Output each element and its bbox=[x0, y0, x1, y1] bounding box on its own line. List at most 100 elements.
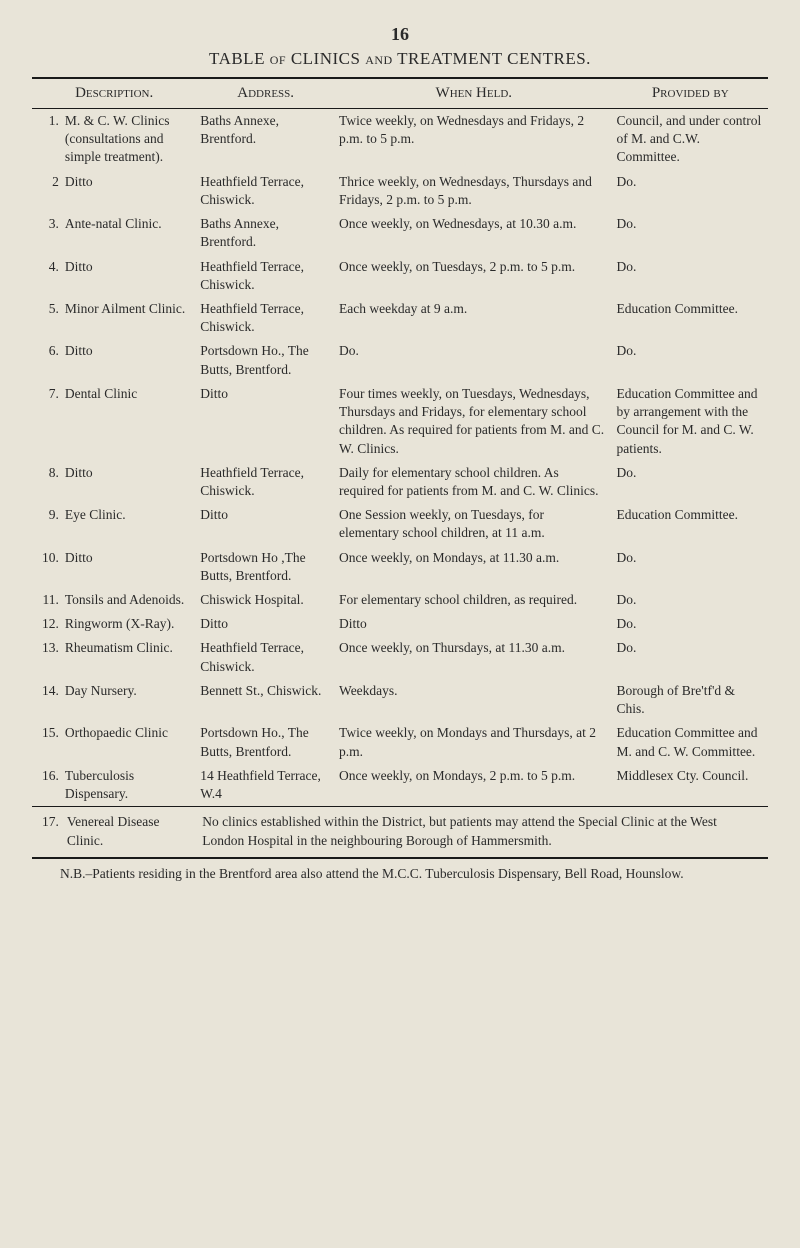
table-row: 2DittoHeathfield Terrace, Chiswick.Thric… bbox=[32, 170, 768, 212]
row-description: Eye Clinic. bbox=[61, 503, 196, 545]
row-when: Once weekly, on Wednes­days, at 10.30 a.… bbox=[335, 212, 613, 254]
col-address: Address. bbox=[196, 78, 335, 109]
table-row: 12.Ringworm (X-Ray).DittoDittoDo. bbox=[32, 612, 768, 636]
row-provided: Do. bbox=[613, 612, 768, 636]
row-address: Portsdown Ho., The Butts, Brentford. bbox=[196, 339, 335, 381]
row-description: Tuberculosis Dispensary. bbox=[61, 764, 196, 807]
row-when: Once weekly, on Mondays, 2 p.m. to 5 p.m… bbox=[335, 764, 613, 807]
row-provided: Do. bbox=[613, 255, 768, 297]
row-address: 14 Heathfield Terrace, W.4 bbox=[196, 764, 335, 807]
row-address: Baths Annexe, Brentford. bbox=[196, 212, 335, 254]
col-provided: Provided by bbox=[613, 78, 768, 109]
footer-note: N.B.–Patients residing in the Brentford … bbox=[32, 865, 768, 884]
row-address: Heathfield Terrace, Chiswick. bbox=[196, 461, 335, 503]
row-when: Daily for elementary school children. As… bbox=[335, 461, 613, 503]
row-number: 4. bbox=[32, 255, 61, 297]
row-address: Heathfield Terrace, Chiswick. bbox=[196, 636, 335, 678]
table-row: 10.DittoPortsdown Ho ,The Butts, Brentfo… bbox=[32, 546, 768, 588]
row-provided: Education Committee. bbox=[613, 503, 768, 545]
title-suffix: TREATMENT CENTRES. bbox=[393, 49, 591, 68]
table-row: 1.M. & C. W. Clinics (con­sultations and… bbox=[32, 109, 768, 170]
row-provided: Do. bbox=[613, 339, 768, 381]
row-provided: Do. bbox=[613, 546, 768, 588]
col-description: Description. bbox=[32, 78, 196, 109]
row-when: Four times weekly, on Tuesdays, Wednesda… bbox=[335, 382, 613, 461]
row-provided: Do. bbox=[613, 588, 768, 612]
row-description: M. & C. W. Clinics (con­sultations and s… bbox=[61, 109, 196, 170]
row-address: Heathfield Terrace, Chiswick. bbox=[196, 297, 335, 339]
row-number: 2 bbox=[32, 170, 61, 212]
row-when: Thrice weekly, on Wednes­days, Thursdays… bbox=[335, 170, 613, 212]
table-row: 14.Day Nursery.Bennett St., Chiswick.Wee… bbox=[32, 679, 768, 721]
row-provided: Middlesex Cty. Council. bbox=[613, 764, 768, 807]
table-row: 6.DittoPortsdown Ho., The Butts, Brentfo… bbox=[32, 339, 768, 381]
row-description: Ditto bbox=[61, 255, 196, 297]
title-mid: CLINICS bbox=[286, 49, 365, 68]
row-when: Once weekly, on Tuesdays, 2 p.m. to 5 p.… bbox=[335, 255, 613, 297]
row-when: Weekdays. bbox=[335, 679, 613, 721]
table-row: 4.DittoHeathfield Terrace, Chiswick.Once… bbox=[32, 255, 768, 297]
title-prefix: TABLE bbox=[209, 49, 270, 68]
row-number: 13. bbox=[32, 636, 61, 678]
page-number: 16 bbox=[32, 24, 768, 45]
row-when: Once weekly, on Thurs­days, at 11.30 a.m… bbox=[335, 636, 613, 678]
col-when: When Held. bbox=[335, 78, 613, 109]
row-number: 14. bbox=[32, 679, 61, 721]
header-row: Description. Address. When Held. Provide… bbox=[32, 78, 768, 109]
footnote-row: 17.Venereal Disease Clinic.No clinics es… bbox=[32, 807, 768, 858]
row-provided: Do. bbox=[613, 170, 768, 212]
table-row: 9.Eye Clinic.DittoOne Session weekly, on… bbox=[32, 503, 768, 545]
row-when: For elementary school chil­dren, as requ… bbox=[335, 588, 613, 612]
row-when: Do. bbox=[335, 339, 613, 381]
table-row: 13.Rheuma­tism Clinic.Heathfield Terrace… bbox=[32, 636, 768, 678]
row-address: Baths Annexe, Brentford. bbox=[196, 109, 335, 170]
row-number: 9. bbox=[32, 503, 61, 545]
row-address: Ditto bbox=[196, 612, 335, 636]
table-row: 5.Minor Ail­ment Clinic.Heathfield Terra… bbox=[32, 297, 768, 339]
footnote-text: No clinics established within the Distri… bbox=[196, 807, 768, 858]
table-row: 3.Ante-natal Clinic.Baths Annexe, Brentf… bbox=[32, 212, 768, 254]
row-description: Day Nursery. bbox=[61, 679, 196, 721]
row-address: Portsdown Ho ,The Butts, Brentford. bbox=[196, 546, 335, 588]
row-when: Twice weekly, on Mondays and Thursdays, … bbox=[335, 721, 613, 763]
row-number: 3. bbox=[32, 212, 61, 254]
row-when: Each weekday at 9 a.m. bbox=[335, 297, 613, 339]
row-address: Bennett St., Chiswick. bbox=[196, 679, 335, 721]
table-row: 11.Tonsils and Adenoids.Chiswick Hospita… bbox=[32, 588, 768, 612]
title-small1: of bbox=[270, 49, 286, 68]
row-number: 7. bbox=[32, 382, 61, 461]
row-description: Ringworm (X-Ray). bbox=[61, 612, 196, 636]
row-number: 16. bbox=[32, 764, 61, 807]
row-provided: Borough of Bre'tf'd & Chis. bbox=[613, 679, 768, 721]
row-provided: Council, and under control of M. and C.W… bbox=[613, 109, 768, 170]
row-provided: Do. bbox=[613, 212, 768, 254]
row-number: 15. bbox=[32, 721, 61, 763]
row-address: Portsdown Ho., The Butts, Brentford. bbox=[196, 721, 335, 763]
row-address: Heathfield Terrace, Chiswick. bbox=[196, 170, 335, 212]
row-description: Rheuma­tism Clinic. bbox=[61, 636, 196, 678]
row-number: 8. bbox=[32, 461, 61, 503]
row-when: Once weekly, on Mondays, at 11.30 a.m. bbox=[335, 546, 613, 588]
row-description: Ante-natal Clinic. bbox=[61, 212, 196, 254]
row-address: Ditto bbox=[196, 382, 335, 461]
row-provided: Education Committee and M. and C. W. Com… bbox=[613, 721, 768, 763]
table-row: 7.Dental ClinicDittoFour times weekly, o… bbox=[32, 382, 768, 461]
row-address: Heathfield Terrace, Chiswick. bbox=[196, 255, 335, 297]
row-description: Ditto bbox=[61, 170, 196, 212]
table-row: 8.DittoHeathfield Terrace, Chiswick.Dail… bbox=[32, 461, 768, 503]
row-description: Ditto bbox=[61, 546, 196, 588]
row-provided: Education Committee. bbox=[613, 297, 768, 339]
table-row: 16.Tuberculosis Dispensary.14 Heathfield… bbox=[32, 764, 768, 807]
row-description: Ortho­paedic Clinic bbox=[61, 721, 196, 763]
row-description: Ditto bbox=[61, 461, 196, 503]
table-row: 15.Ortho­paedic ClinicPortsdown Ho., The… bbox=[32, 721, 768, 763]
row-number: 10. bbox=[32, 546, 61, 588]
row-number: 1. bbox=[32, 109, 61, 170]
row-provided: Education Committee and by arrange­ment … bbox=[613, 382, 768, 461]
row-when: Twice weekly, on Wednes­days and Fridays… bbox=[335, 109, 613, 170]
row-number: 12. bbox=[32, 612, 61, 636]
row-address: Ditto bbox=[196, 503, 335, 545]
row-provided: Do. bbox=[613, 461, 768, 503]
row-number: 5. bbox=[32, 297, 61, 339]
row-description: Dental Clinic bbox=[61, 382, 196, 461]
